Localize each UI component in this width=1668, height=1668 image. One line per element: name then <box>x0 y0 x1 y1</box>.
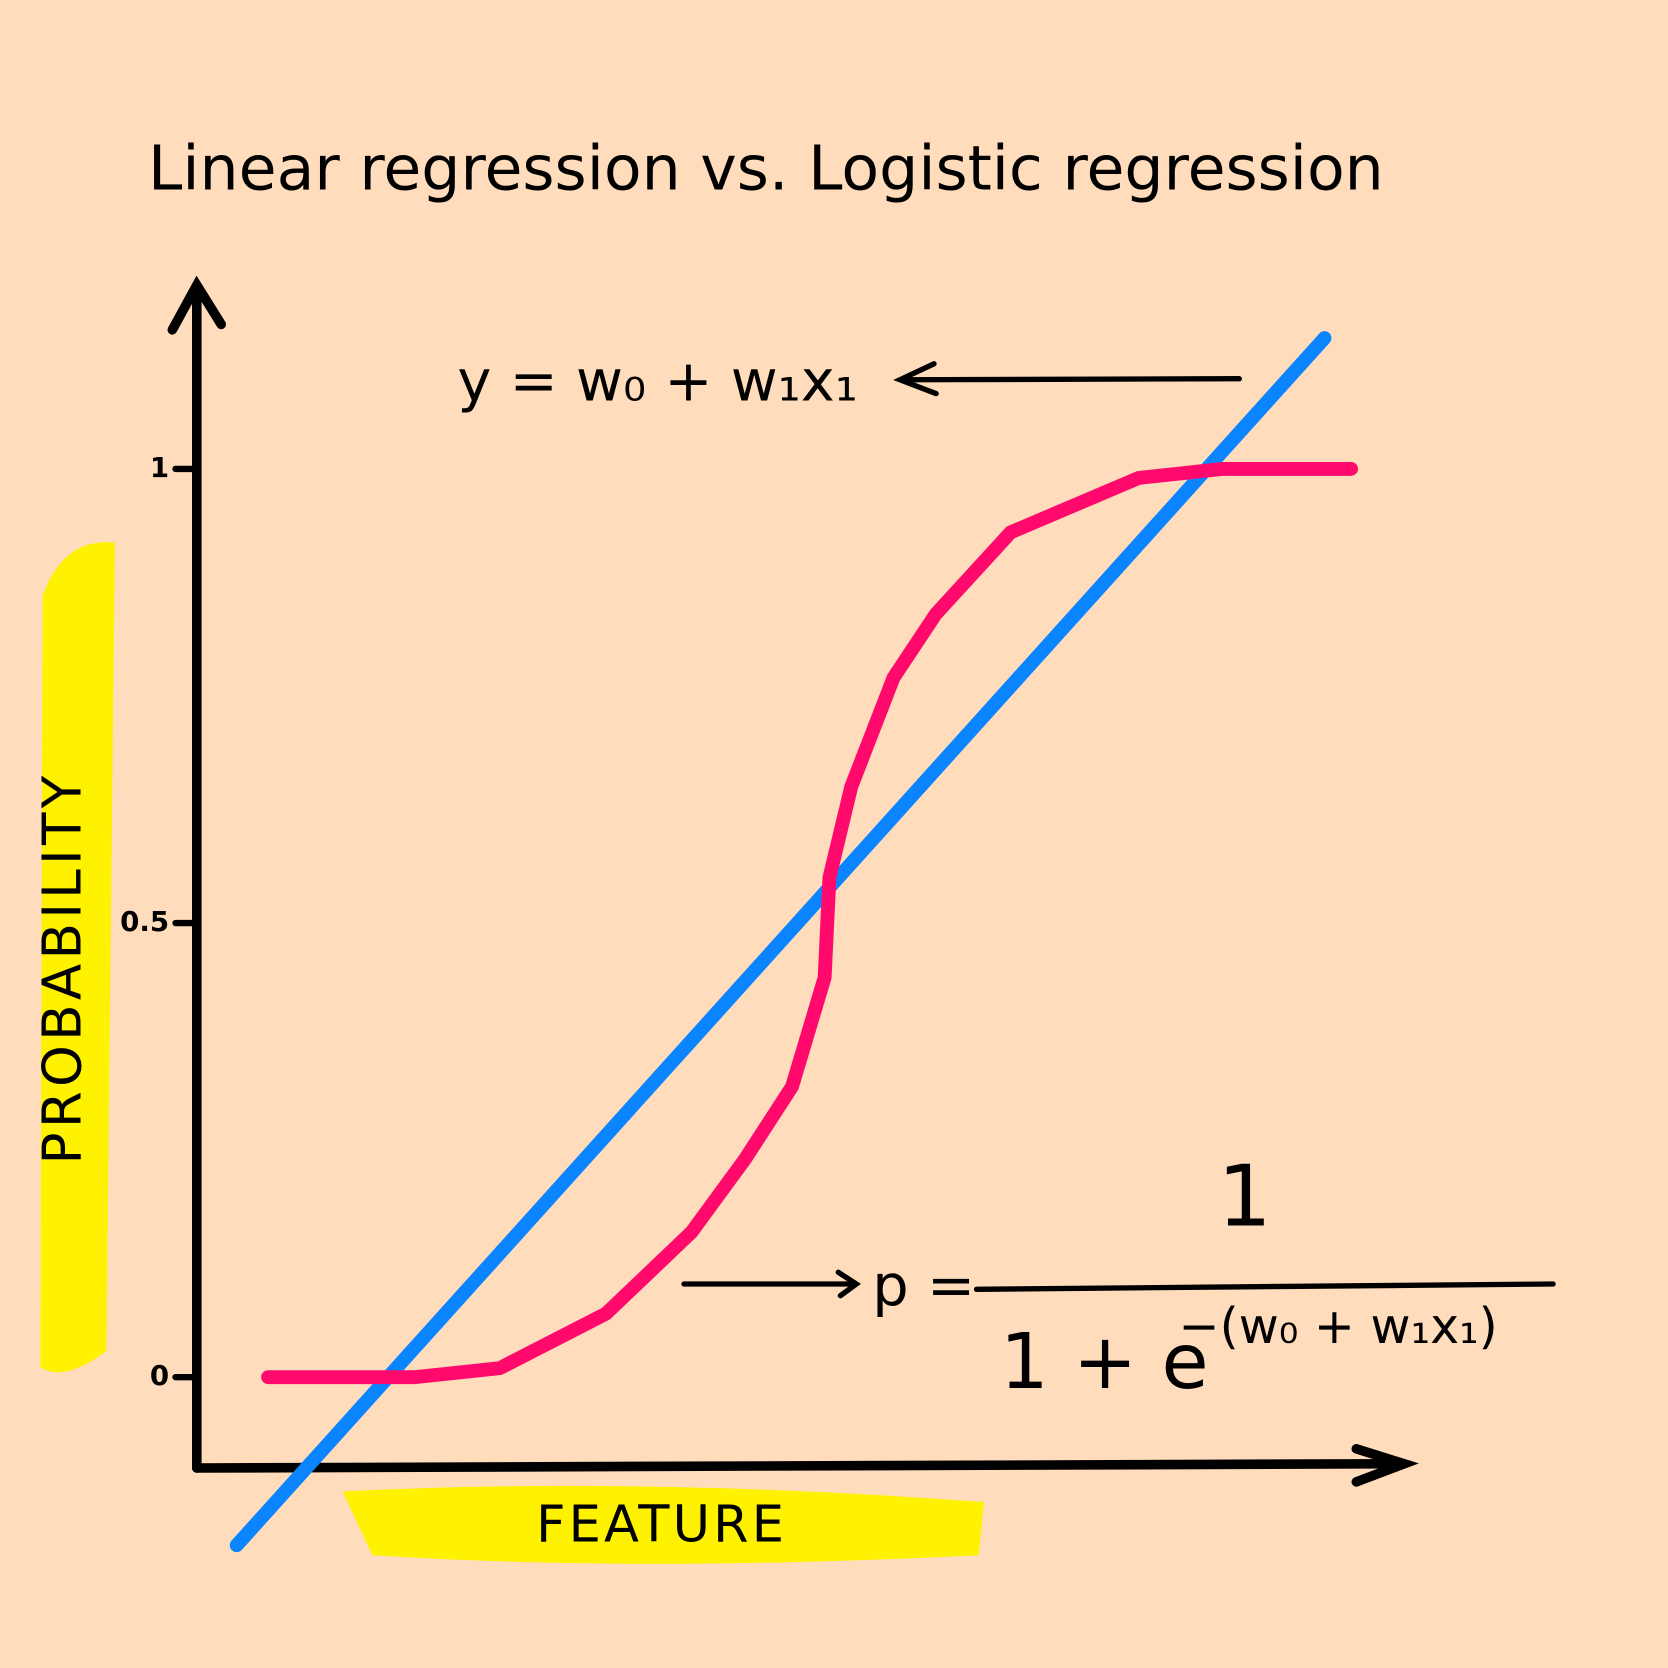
x-axis <box>192 1458 1407 1473</box>
arrow <box>899 376 1242 383</box>
y-axis-arrow <box>167 275 227 335</box>
y-tick-label: 0 <box>150 1359 169 1392</box>
x-label-highlight <box>342 1485 984 1564</box>
arrow-head <box>835 1269 862 1299</box>
y-axis-label: PROBABILITY <box>32 772 94 1165</box>
arrow-head <box>893 361 939 397</box>
linear-formula: y = w₀ + w₁x₁ <box>457 348 857 415</box>
fraction-bar <box>973 1281 1556 1292</box>
series-line <box>229 331 1332 1553</box>
x-axis-label: FEATURE <box>536 1496 787 1555</box>
y-tick-label: 1 <box>150 451 169 484</box>
x-axis-arrow <box>1351 1444 1419 1487</box>
series-line <box>261 461 1359 1385</box>
logistic-formula: 1 + e <box>1000 1318 1209 1407</box>
logistic-formula: 1 <box>1218 1148 1272 1247</box>
logistic-formula: p = <box>872 1252 975 1319</box>
chart-title: Linear regression vs. Logistic regressio… <box>148 132 1384 204</box>
y-label-highlight <box>40 542 115 1373</box>
y-tick-label: 0.5 <box>120 905 169 938</box>
annotation-arrows <box>681 361 1556 1299</box>
axes <box>167 275 1419 1487</box>
logistic-formula: −(w₀ + w₁x₁) <box>1179 1298 1498 1355</box>
